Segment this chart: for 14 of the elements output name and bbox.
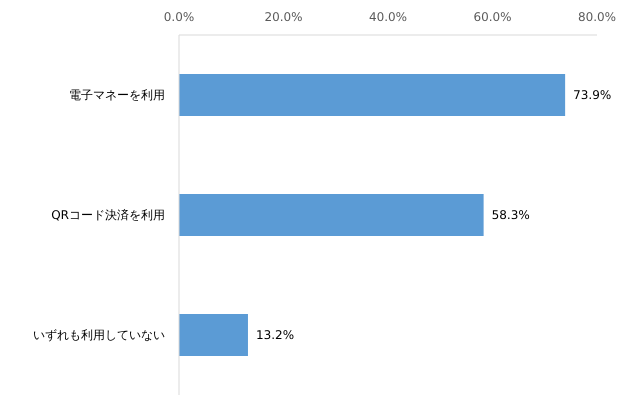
x-tick-label: 80.0% (578, 10, 616, 24)
bar (179, 74, 566, 116)
y-tick-label: 電子マネーを利用 (69, 88, 165, 102)
y-tick-label: いずれも利用していない (33, 328, 165, 342)
x-tick-label: 60.0% (473, 10, 512, 24)
bar (179, 314, 248, 356)
y-tick-label: QRコード決済を利用 (51, 208, 165, 222)
x-tick-label: 0.0% (164, 10, 194, 24)
x-tick-label: 40.0% (368, 10, 408, 24)
x-tick-label: 20.0% (264, 10, 303, 24)
data-label: 73.9% (573, 88, 612, 102)
data-label: 58.3% (492, 208, 530, 222)
data-label: 13.2% (256, 328, 294, 342)
bar (179, 194, 484, 236)
